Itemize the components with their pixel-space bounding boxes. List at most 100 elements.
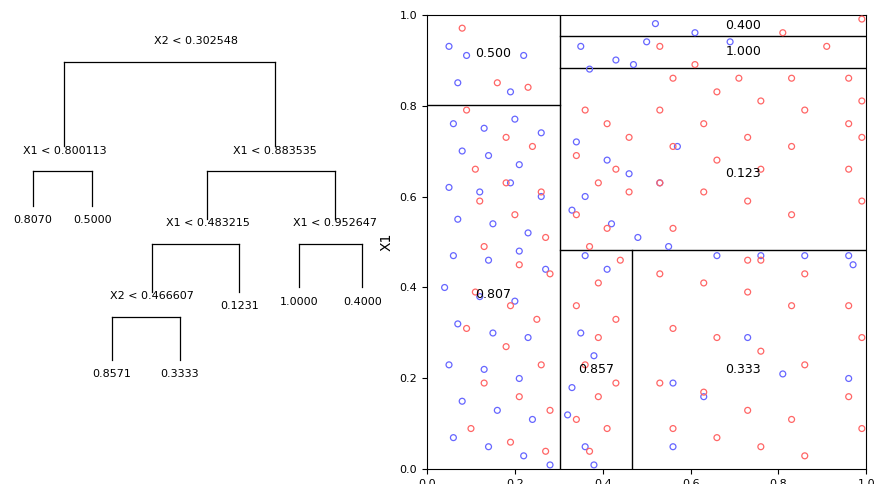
Text: 1.000: 1.000 [725, 45, 761, 59]
Point [570, 416, 584, 424]
Point [855, 15, 869, 23]
Point [473, 197, 487, 205]
Point [587, 461, 601, 469]
Point [516, 52, 530, 60]
Point [486, 329, 500, 337]
Point [481, 443, 495, 451]
Point [499, 343, 513, 350]
Point [600, 424, 614, 432]
Point [688, 29, 702, 37]
Point [578, 106, 592, 114]
Point [776, 29, 790, 37]
Text: 0.857: 0.857 [578, 363, 614, 376]
Point [512, 247, 526, 255]
Text: 0.123: 0.123 [725, 167, 761, 180]
Point [740, 197, 754, 205]
Point [754, 348, 768, 355]
Point [622, 188, 636, 196]
Point [609, 56, 623, 64]
Point [512, 161, 526, 168]
Point [507, 115, 522, 123]
Point [535, 129, 549, 136]
Point [842, 302, 856, 310]
Point [526, 143, 540, 151]
Point [723, 38, 737, 45]
Point [653, 379, 667, 387]
Text: 1.0000: 1.0000 [279, 297, 318, 306]
Text: X1 < 0.883535: X1 < 0.883535 [233, 146, 317, 155]
Point [516, 452, 530, 460]
Point [451, 79, 465, 87]
Point [464, 424, 478, 432]
Point [503, 179, 517, 187]
Point [530, 316, 544, 323]
Point [613, 257, 627, 264]
Point [455, 147, 469, 155]
Point [855, 333, 869, 341]
Point [740, 257, 754, 264]
Point [710, 434, 724, 441]
Point [609, 379, 623, 387]
Point [754, 257, 768, 264]
Point [666, 143, 680, 151]
Point [785, 211, 799, 219]
Point [600, 156, 614, 164]
Text: X1 < 0.952647: X1 < 0.952647 [292, 218, 376, 228]
Point [446, 120, 460, 128]
Point [459, 325, 473, 333]
Point [565, 206, 579, 214]
Point [740, 333, 754, 341]
Point [526, 416, 540, 424]
Point [442, 361, 456, 369]
Point [605, 220, 619, 227]
Point [688, 60, 702, 68]
Point [486, 220, 500, 227]
Point [473, 293, 487, 301]
Point [842, 75, 856, 82]
Point [468, 288, 482, 296]
Point [648, 20, 662, 28]
Point [583, 242, 597, 250]
Point [570, 302, 584, 310]
Text: X2 < 0.302548: X2 < 0.302548 [153, 36, 237, 46]
Point [754, 166, 768, 173]
Point [578, 361, 592, 369]
Point [653, 179, 667, 187]
Point [477, 242, 491, 250]
Point [798, 361, 812, 369]
Y-axis label: X1: X1 [380, 233, 394, 251]
Point [740, 288, 754, 296]
Point [442, 183, 456, 191]
Point [535, 193, 549, 200]
Point [798, 106, 812, 114]
Point [543, 407, 557, 414]
Point [600, 120, 614, 128]
Point [622, 134, 636, 141]
Point [507, 211, 522, 219]
Point [798, 452, 812, 460]
Point [785, 143, 799, 151]
Point [451, 215, 465, 223]
Point [503, 439, 517, 446]
Text: 0.400: 0.400 [725, 19, 761, 32]
Point [666, 443, 680, 451]
Point [539, 265, 553, 273]
Point [842, 393, 856, 401]
Point [666, 75, 680, 82]
Point [754, 443, 768, 451]
Point [455, 397, 469, 405]
Point [468, 166, 482, 173]
Point [570, 211, 584, 219]
Point [574, 43, 588, 50]
Point [696, 279, 710, 287]
Text: 0.8070: 0.8070 [13, 215, 52, 225]
Point [666, 325, 680, 333]
Point [451, 320, 465, 328]
Point [442, 43, 456, 50]
Point [696, 393, 710, 401]
Point [653, 43, 667, 50]
Point [842, 166, 856, 173]
Text: 0.8571: 0.8571 [93, 369, 131, 379]
Point [578, 443, 592, 451]
Text: 0.1231: 0.1231 [220, 301, 259, 311]
